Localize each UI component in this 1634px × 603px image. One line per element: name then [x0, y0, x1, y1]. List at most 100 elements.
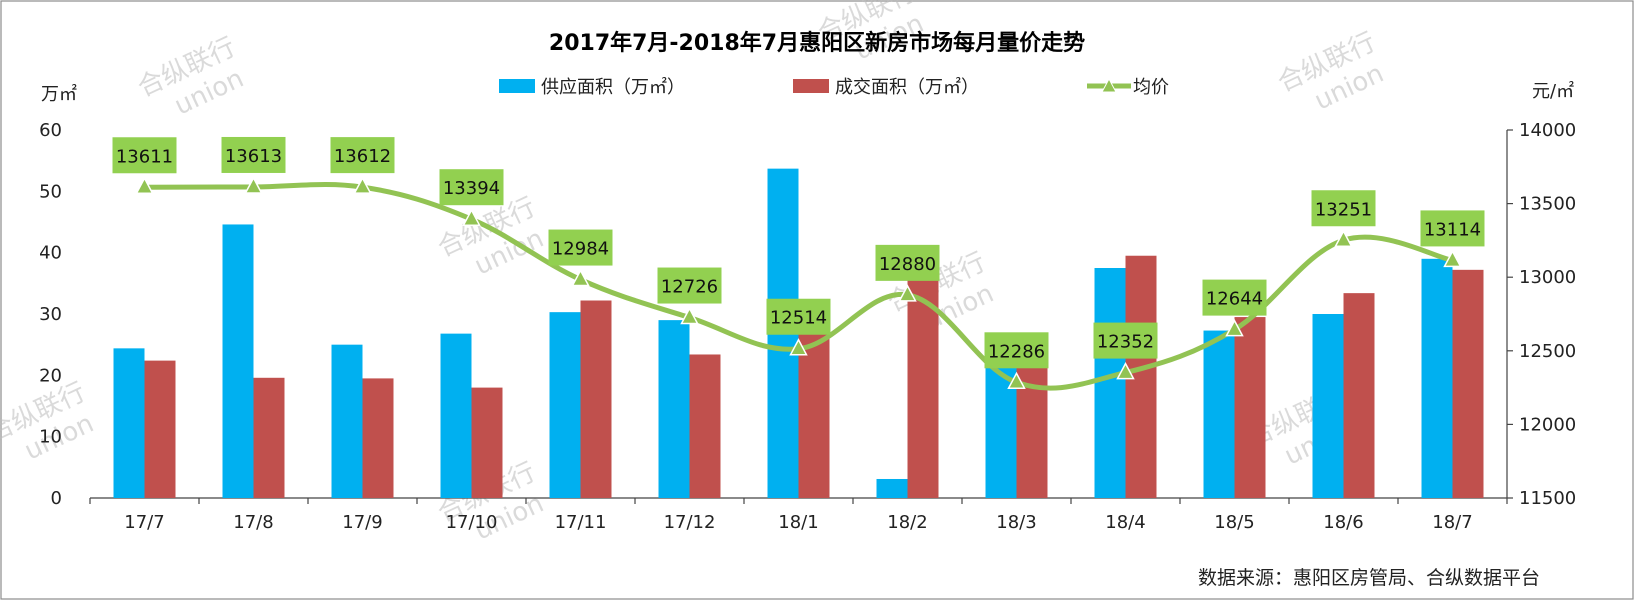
chart-title: 2017年7月-2018年7月惠阳区新房市场每月量价走势 [549, 30, 1085, 56]
legend: 供应面积（万㎡） 成交面积（万㎡） 均价 [499, 76, 1169, 98]
x-tick-label: 18/5 [1214, 512, 1254, 533]
bar-deal [1234, 317, 1266, 498]
y-right-tick-label: 14000 [1519, 120, 1576, 141]
bar-supply [440, 333, 472, 498]
y-left-tick-label: 10 [39, 427, 62, 448]
price-callout: 12352 [1093, 322, 1158, 359]
price-callout: 12984 [548, 229, 613, 266]
bar-supply [113, 348, 145, 498]
price-callout: 12286 [984, 332, 1049, 369]
bar-supply [549, 312, 581, 498]
price-point [1443, 249, 1462, 268]
x-tick-label: 18/7 [1432, 512, 1472, 533]
legend-swatch-deal [793, 79, 829, 93]
legend-swatch-price-marker [1101, 77, 1117, 93]
bar-deal [798, 333, 830, 498]
price-data-label: 13251 [1315, 199, 1372, 220]
bar-supply [1094, 268, 1126, 498]
x-tick-label: 17/12 [664, 512, 716, 533]
bar-deal [471, 387, 503, 498]
bar-supply [331, 344, 363, 498]
price-data-label: 12644 [1206, 289, 1263, 310]
price-callout: 12644 [1202, 279, 1267, 316]
x-tick-label: 18/3 [996, 512, 1036, 533]
y-right-unit: 元/㎡ [1532, 80, 1574, 102]
price-data-label: 13114 [1424, 219, 1481, 240]
price-data-label: 13611 [116, 146, 173, 167]
x-tick-label: 17/8 [233, 512, 273, 533]
y-right-tick-label: 11500 [1519, 488, 1576, 509]
bar-deal [1452, 269, 1484, 498]
price-point [1225, 319, 1244, 337]
legend-label-deal: 成交面积（万㎡） [835, 76, 979, 98]
source-note: 数据来源：惠阳区房管局、合纵数据平台 [1198, 567, 1540, 589]
bar-supply [658, 320, 690, 498]
price-data-label: 13394 [443, 178, 500, 199]
price-callout-box [221, 136, 286, 173]
y-left-tick-label: 0 [51, 488, 62, 509]
legend-label-supply: 供应面积（万㎡） [541, 76, 685, 98]
price-point [1334, 229, 1353, 248]
bar-deal [253, 377, 285, 498]
price-callout-box [657, 267, 722, 304]
price-point [462, 208, 481, 226]
price-point [571, 268, 590, 287]
price-point [244, 176, 263, 194]
x-tick-label: 17/10 [446, 512, 498, 533]
bar-deal [362, 378, 394, 498]
y-left-ticks: 0 10 20 30 40 50 60 [39, 120, 62, 509]
y-left-tick-label: 30 [39, 304, 62, 325]
bar-supply [1421, 258, 1453, 498]
y-right-tick-label: 12500 [1519, 341, 1576, 362]
price-callout-box [766, 298, 831, 335]
price-data-label: 12352 [1097, 332, 1154, 353]
price-callout: 12726 [657, 267, 722, 304]
y-left-tick-label: 40 [39, 243, 62, 264]
bar-supply [1312, 314, 1344, 498]
price-point [898, 284, 917, 302]
price-data-label: 12286 [988, 341, 1045, 362]
y-right-tick-label: 13500 [1519, 194, 1576, 215]
price-data-label: 12726 [661, 277, 718, 298]
y-left-unit: 万㎡ [41, 83, 77, 105]
x-tick-label: 17/11 [555, 512, 607, 533]
price-callout-box [439, 169, 504, 206]
price-callout-box [1202, 279, 1267, 316]
price-point [1007, 371, 1026, 390]
price-point [789, 338, 808, 356]
legend-label-price: 均价 [1133, 77, 1169, 98]
price-point [1116, 361, 1135, 380]
bar-deal [580, 300, 612, 498]
price-callout-box [112, 137, 177, 174]
bar-deal [907, 279, 939, 498]
bar-supply [1203, 330, 1235, 498]
price-callout-box [548, 229, 613, 266]
price-callout: 13251 [1311, 190, 1376, 227]
price-callout-box [1420, 210, 1485, 247]
y-right-tick-label: 13000 [1519, 267, 1576, 288]
x-tick-label: 17/7 [124, 512, 164, 533]
price-callout: 12880 [875, 244, 940, 281]
price-data-label: 13612 [334, 146, 391, 167]
x-tick-label: 17/9 [342, 512, 382, 533]
price-line-layer [135, 176, 1462, 391]
price-callout: 13394 [439, 169, 504, 206]
price-data-label: 12514 [770, 308, 827, 329]
price-callout-box [875, 244, 940, 281]
price-callout-box [330, 137, 395, 174]
price-callouts: 13611 13613 13612 13394 12984 12726 12514 12880… [112, 136, 1485, 369]
y-left-tick-label: 20 [39, 365, 62, 386]
bar-deal [144, 360, 176, 498]
x-tick-label: 18/1 [778, 512, 818, 533]
price-point [353, 176, 372, 194]
y-left-tick-label: 50 [39, 181, 62, 202]
bar-deal [689, 354, 721, 498]
x-tick-label: 18/2 [887, 512, 927, 533]
y-right-ticks: 11500 12000 12500 13000 13500 14000 [1507, 120, 1576, 509]
bar-deal [1343, 293, 1375, 498]
price-point [135, 176, 154, 195]
y-right-tick-label: 12000 [1519, 414, 1576, 435]
price-callout: 13611 [112, 137, 177, 174]
